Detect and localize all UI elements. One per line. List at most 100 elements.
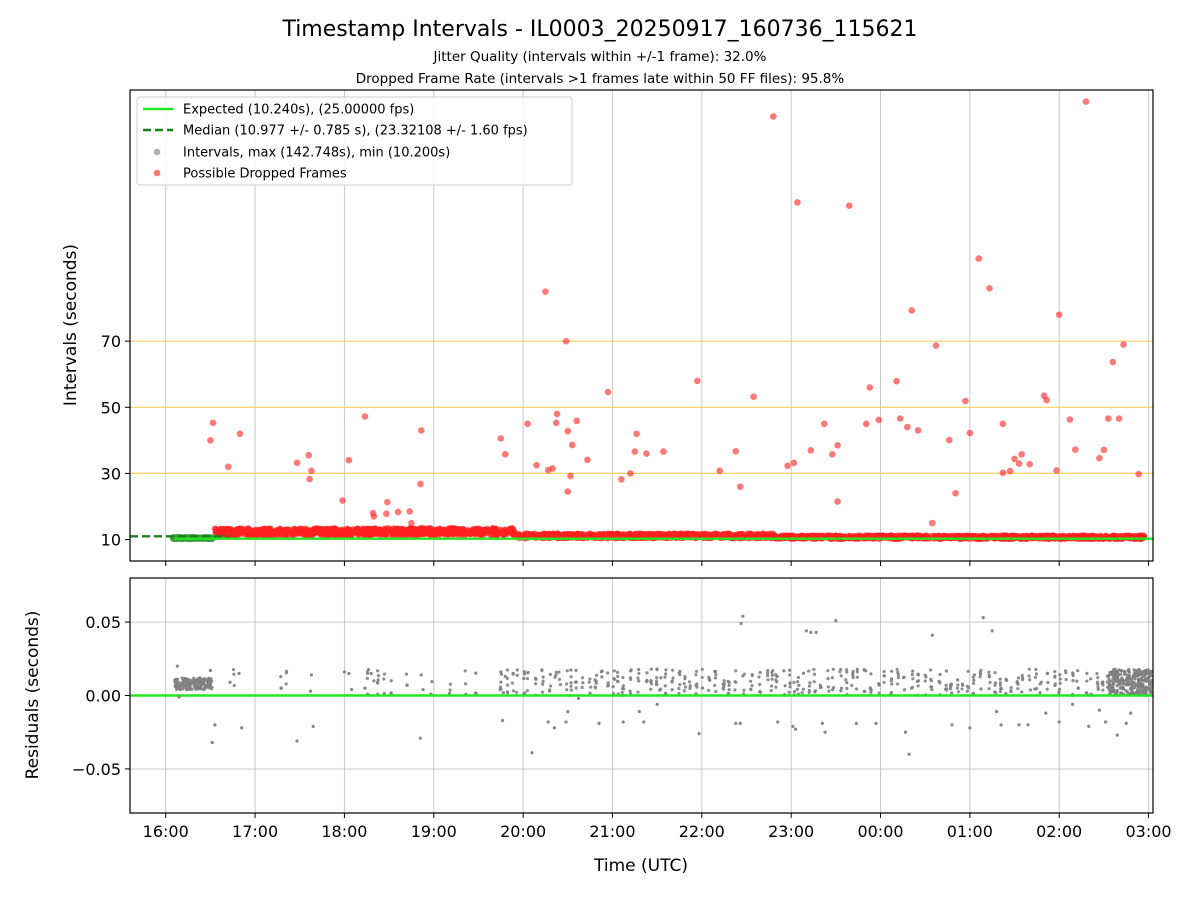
residual-point — [670, 679, 674, 683]
residual-point — [505, 676, 509, 681]
residual-point — [600, 675, 604, 679]
residual-point — [405, 683, 409, 687]
residual-point — [807, 688, 811, 693]
residual-point — [896, 676, 900, 680]
dropped-frame-point — [232, 530, 239, 538]
residual-point — [998, 677, 1002, 681]
residual-point — [209, 680, 213, 684]
dropped-frame-point — [267, 525, 274, 532]
residual-point — [655, 667, 659, 672]
legend-intervals-swatch — [153, 148, 161, 156]
residual-point — [956, 678, 960, 682]
residual-point — [727, 688, 731, 692]
residual-point — [1142, 686, 1146, 690]
residual-point — [854, 721, 858, 726]
x-tick-label: 21:00 — [589, 822, 635, 841]
residual-point — [766, 671, 770, 675]
residual-point — [548, 672, 552, 677]
residual-point — [924, 675, 928, 679]
residual-point — [890, 682, 894, 686]
dropped-frame-point — [952, 489, 959, 497]
residual-point — [998, 690, 1003, 694]
residual-point — [826, 677, 830, 681]
residual-point — [1058, 677, 1062, 681]
residual-point — [1128, 691, 1132, 696]
x-tick-label: 20:00 — [500, 822, 546, 841]
dropped-frame-point — [384, 498, 391, 506]
dropped-frame-point — [567, 472, 574, 480]
residual-point — [831, 667, 835, 671]
dropped-frame-point — [358, 526, 366, 533]
residual-point — [540, 690, 545, 694]
dropped-frame-point — [278, 528, 286, 536]
residual-point — [376, 678, 380, 682]
residual-point — [580, 685, 584, 690]
residual-point — [594, 679, 598, 683]
intervals-y-axis-title: Intervals (seconds) — [61, 244, 81, 406]
dropped-frame-point — [252, 526, 260, 534]
dropped-frame-point — [224, 526, 231, 533]
residual-point — [655, 676, 659, 680]
residual-point — [540, 668, 544, 673]
residual-point — [308, 689, 313, 693]
residual-point — [1117, 672, 1122, 677]
residual-point — [733, 688, 737, 692]
residual-point — [987, 687, 991, 691]
residual-point — [855, 670, 860, 674]
residual-point — [895, 667, 899, 672]
dropped-frame-point — [387, 526, 394, 534]
residual-point — [541, 682, 545, 686]
dropped-frame-point — [866, 384, 874, 391]
dropped-frame-point — [784, 462, 791, 470]
intervals-y-tick-label: 10 — [101, 531, 121, 550]
dropped-frame-point — [1115, 415, 1123, 422]
residual-point — [812, 680, 816, 684]
dropped-frame-point — [443, 531, 450, 539]
residual-point — [1132, 681, 1136, 685]
dropped-frame-point — [576, 531, 583, 538]
residual-point — [499, 687, 503, 691]
residual-point — [1076, 686, 1080, 690]
residual-point — [950, 691, 954, 695]
residual-point — [1142, 678, 1147, 682]
residual-point — [342, 670, 347, 674]
dropped-frame-point — [383, 510, 390, 518]
residual-point — [574, 686, 578, 690]
dropped-frame-point — [330, 525, 338, 532]
dropped-frame-point — [552, 419, 560, 427]
residual-point — [700, 686, 705, 690]
residual-point — [621, 720, 625, 724]
residual-point — [845, 686, 849, 691]
dropped-frame-point — [449, 525, 456, 532]
residual-point — [365, 676, 369, 680]
dropped-frame-point — [345, 456, 353, 464]
dropped-frame-point — [1053, 467, 1060, 474]
residual-point — [1119, 691, 1123, 695]
dropped-frame-point — [620, 531, 627, 538]
residuals-y-axis-title: Residuals (seconds) — [23, 611, 43, 780]
residual-point — [995, 710, 999, 714]
residual-point — [448, 682, 452, 686]
residual-point — [1138, 680, 1142, 684]
dropped-frame-point — [593, 531, 601, 538]
residual-point — [389, 691, 393, 695]
residual-point — [565, 669, 569, 673]
residual-point — [965, 684, 970, 688]
residual-point — [1027, 674, 1031, 678]
dropped-frame-point — [1071, 446, 1079, 453]
residual-point — [1058, 673, 1062, 677]
residual-point — [1120, 669, 1124, 673]
residual-point — [928, 668, 933, 672]
dropped-frame-point — [564, 488, 572, 495]
dropped-frame-point — [339, 497, 346, 504]
residual-point — [845, 681, 849, 685]
residual-point — [565, 688, 569, 692]
dropped-frame-point — [258, 528, 265, 535]
residual-point — [534, 677, 538, 681]
residual-point — [659, 676, 663, 680]
residual-point — [1144, 691, 1148, 695]
residual-point — [1109, 684, 1113, 688]
residual-point — [1038, 691, 1042, 695]
dropped-frame-point — [1096, 454, 1103, 462]
residual-point — [655, 702, 659, 706]
